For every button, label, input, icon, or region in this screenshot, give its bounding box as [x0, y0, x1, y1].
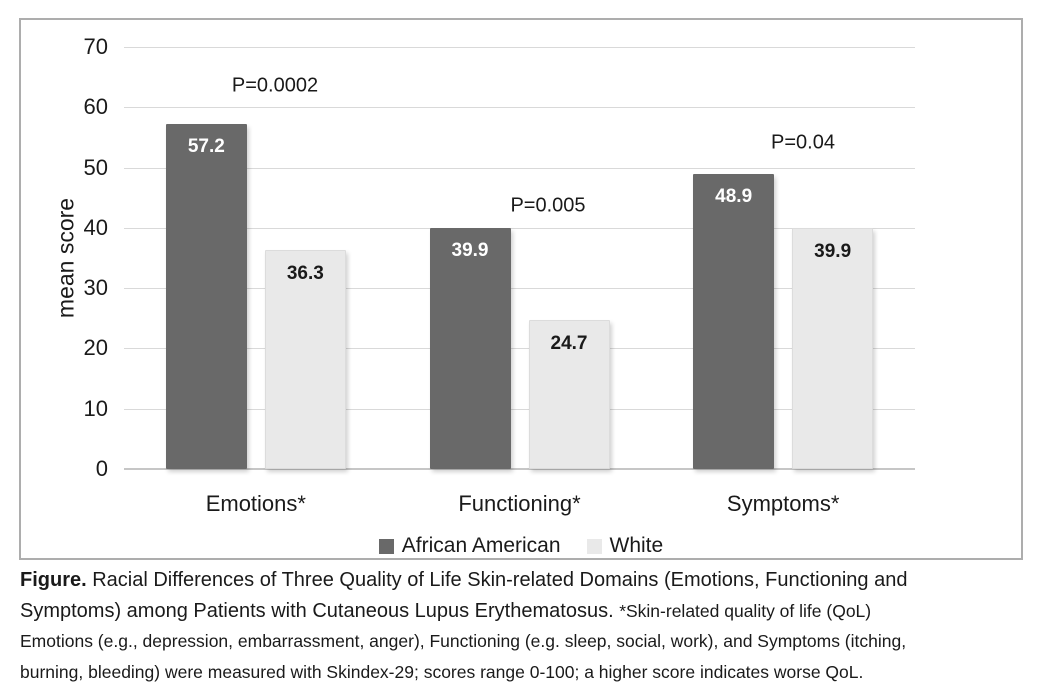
chart-figure: mean score 57.2 39.9 48.9 36.3 24.7 39.9 0 10 2…	[19, 18, 1023, 560]
caption-text: Emotions (e.g., depression, embarrassmen…	[20, 631, 907, 651]
bar-value-label: 57.2	[187, 136, 225, 158]
caption-text: burning, bleeding) were measured with Sk…	[20, 661, 864, 682]
gridline	[124, 227, 915, 229]
gridline	[124, 288, 915, 290]
bar-african-american-symptoms: 48.9	[693, 174, 775, 469]
x-category-label-emotions: Emotions*	[205, 491, 306, 516]
gridline	[124, 107, 915, 109]
bar-african-american-emotions: 57.2	[165, 124, 247, 469]
x-axis-line	[124, 468, 915, 470]
caption-text: *Skin-related quality of life (QoL)	[619, 600, 872, 621]
y-tick-label: 30	[83, 275, 108, 301]
caption-text: Symptoms) among Patients with Cutaneous …	[20, 599, 620, 622]
bar-african-american-functioning: 39.9	[429, 228, 511, 469]
gridline	[124, 408, 915, 410]
p-value-label: P=0.005	[510, 194, 586, 217]
y-tick-label: 40	[83, 214, 108, 240]
figure-caption: Figure. Racial Differences of Three Qual…	[20, 566, 1028, 688]
legend-item-white: White	[586, 534, 664, 558]
gridline	[124, 47, 915, 48]
y-tick-label: 0	[95, 456, 108, 481]
bar-white-emotions: 36.3	[264, 250, 346, 469]
x-category-label-functioning: Functioning*	[458, 491, 581, 516]
gridline	[124, 348, 915, 350]
bar-value-label: 39.9	[451, 240, 489, 262]
y-tick-label: 60	[83, 94, 108, 120]
y-tick-label: 20	[83, 335, 108, 361]
plot-area: 57.2 39.9 48.9 36.3 24.7 39.9	[124, 47, 915, 470]
bar-white-functioning: 24.7	[528, 320, 610, 469]
legend-item-african-american: African American	[378, 534, 561, 558]
bar-value-label: 39.9	[814, 241, 852, 263]
p-value-label: P=0.04	[771, 131, 835, 154]
caption-line: Figure. Racial Differences of Three Qual…	[20, 566, 1028, 597]
caption-line: Symptoms) among Patients with Cutaneous …	[20, 597, 1028, 628]
bar-value-label: 36.3	[286, 263, 324, 285]
caption-line: burning, bleeding) were measured with Sk…	[20, 658, 1028, 689]
legend-swatch-white	[586, 538, 602, 554]
caption-figure-label: Figure.	[20, 569, 87, 591]
legend: African American White	[21, 534, 1021, 558]
x-category-label-symptoms: Symptoms*	[726, 491, 840, 516]
caption-text: Racial Differences of Three Quality of L…	[86, 569, 908, 591]
y-tick-label: 10	[83, 395, 108, 421]
bar-value-label: 24.7	[550, 333, 588, 355]
legend-label-white: White	[609, 534, 664, 557]
p-value-label: P=0.0002	[231, 74, 319, 97]
bar-value-label: 48.9	[715, 186, 753, 208]
y-tick-label: 70	[83, 34, 108, 59]
legend-swatch-african-american	[378, 538, 394, 554]
bar-white-symptoms: 39.9	[792, 228, 874, 469]
caption-line: Emotions (e.g., depression, embarrassmen…	[20, 627, 1028, 658]
legend-label-african-american: African American	[401, 534, 561, 557]
gridline	[124, 167, 915, 169]
y-tick-label: 50	[83, 154, 108, 180]
